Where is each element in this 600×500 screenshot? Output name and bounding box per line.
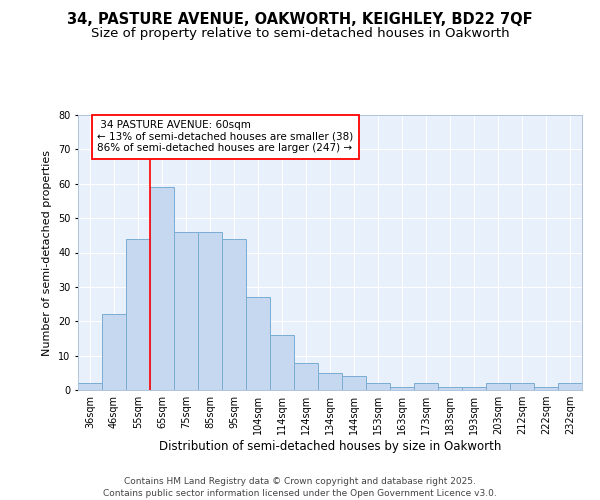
Text: Contains HM Land Registry data © Crown copyright and database right 2025.
Contai: Contains HM Land Registry data © Crown c…: [103, 476, 497, 498]
X-axis label: Distribution of semi-detached houses by size in Oakworth: Distribution of semi-detached houses by …: [159, 440, 501, 453]
Text: 34 PASTURE AVENUE: 60sqm
← 13% of semi-detached houses are smaller (38)
86% of s: 34 PASTURE AVENUE: 60sqm ← 13% of semi-d…: [97, 120, 353, 154]
Bar: [246, 297, 270, 390]
Bar: [462, 386, 486, 390]
Text: Size of property relative to semi-detached houses in Oakworth: Size of property relative to semi-detach…: [91, 28, 509, 40]
Bar: [174, 232, 198, 390]
Bar: [222, 239, 246, 390]
Bar: [318, 373, 342, 390]
Bar: [294, 362, 318, 390]
Text: 34, PASTURE AVENUE, OAKWORTH, KEIGHLEY, BD22 7QF: 34, PASTURE AVENUE, OAKWORTH, KEIGHLEY, …: [67, 12, 533, 28]
Bar: [558, 383, 582, 390]
Bar: [438, 386, 462, 390]
Bar: [198, 232, 222, 390]
Bar: [534, 386, 558, 390]
Y-axis label: Number of semi-detached properties: Number of semi-detached properties: [43, 150, 52, 356]
Bar: [342, 376, 366, 390]
Bar: [150, 187, 174, 390]
Bar: [390, 386, 414, 390]
Bar: [270, 335, 294, 390]
Bar: [414, 383, 438, 390]
Bar: [102, 314, 126, 390]
Bar: [126, 239, 150, 390]
Bar: [510, 383, 534, 390]
Bar: [366, 383, 390, 390]
Bar: [78, 383, 102, 390]
Bar: [486, 383, 510, 390]
